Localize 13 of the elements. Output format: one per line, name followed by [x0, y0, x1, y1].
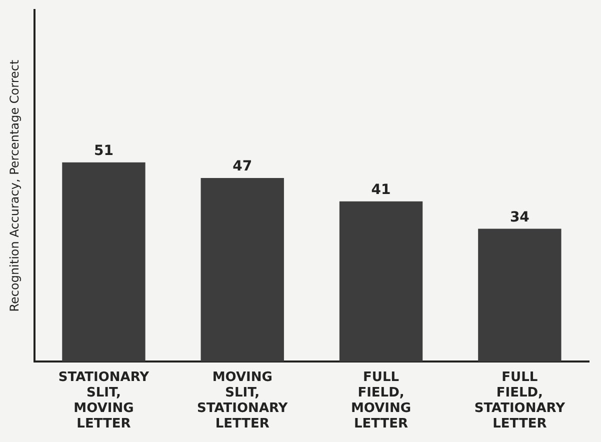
x-tick-label: FULL FIELD, MOVING LETTER	[350, 370, 412, 432]
bar	[339, 201, 423, 362]
x-tick-label: MOVING SLIT, STATIONARY LETTER	[197, 370, 288, 432]
x-tick-label: STATIONARY SLIT, MOVING LETTER	[58, 370, 150, 432]
bar	[62, 162, 146, 362]
data-label: 34	[510, 209, 530, 226]
data-label: 51	[94, 143, 114, 159]
data-label: 47	[232, 158, 252, 175]
bar	[200, 178, 284, 362]
bar	[478, 228, 562, 362]
y-axis-title: Recognition Accuracy, Percentage Correct	[7, 60, 22, 312]
data-label: 41	[371, 182, 391, 198]
x-tick-label: FULL FIELD, STATIONARY LETTER	[474, 370, 566, 432]
